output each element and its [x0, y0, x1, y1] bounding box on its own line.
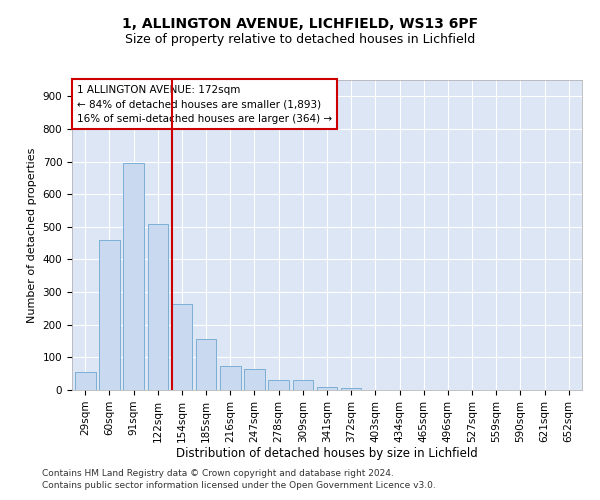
- Bar: [124, 163, 144, 390]
- Bar: [293, 380, 313, 390]
- Bar: [220, 366, 241, 390]
- Text: Contains public sector information licensed under the Open Government Licence v3: Contains public sector information licen…: [42, 481, 436, 490]
- Bar: [268, 380, 289, 390]
- Text: 1 ALLINGTON AVENUE: 172sqm
← 84% of detached houses are smaller (1,893)
16% of s: 1 ALLINGTON AVENUE: 172sqm ← 84% of deta…: [77, 84, 332, 124]
- Bar: [317, 386, 337, 390]
- Bar: [75, 372, 95, 390]
- Bar: [172, 304, 192, 390]
- X-axis label: Distribution of detached houses by size in Lichfield: Distribution of detached houses by size …: [176, 448, 478, 460]
- Bar: [341, 388, 361, 390]
- Bar: [99, 240, 120, 390]
- Bar: [196, 340, 217, 390]
- Bar: [148, 224, 168, 390]
- Text: 1, ALLINGTON AVENUE, LICHFIELD, WS13 6PF: 1, ALLINGTON AVENUE, LICHFIELD, WS13 6PF: [122, 18, 478, 32]
- Bar: [244, 369, 265, 390]
- Text: Size of property relative to detached houses in Lichfield: Size of property relative to detached ho…: [125, 32, 475, 46]
- Y-axis label: Number of detached properties: Number of detached properties: [27, 148, 37, 322]
- Text: Contains HM Land Registry data © Crown copyright and database right 2024.: Contains HM Land Registry data © Crown c…: [42, 468, 394, 477]
